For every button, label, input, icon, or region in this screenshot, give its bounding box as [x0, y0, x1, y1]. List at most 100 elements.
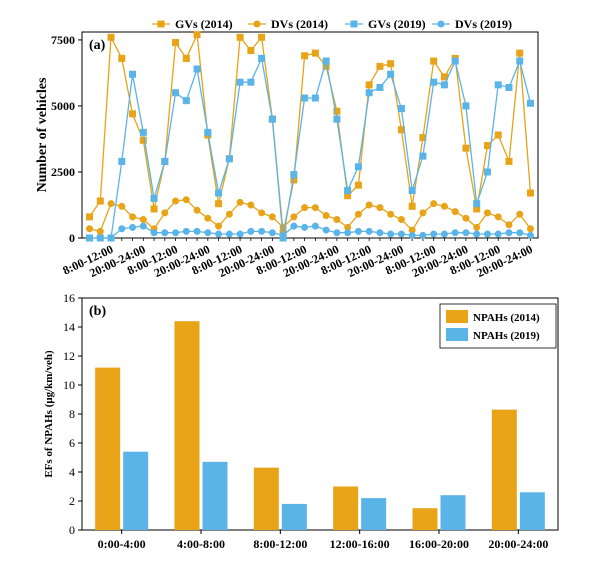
- legend-label: GVs (2019): [368, 17, 426, 31]
- y-tick-label: 0: [69, 231, 75, 245]
- data-point: [258, 209, 266, 217]
- data-point: [225, 230, 233, 238]
- data-point: [204, 229, 212, 237]
- data-point: [526, 231, 534, 239]
- data-point: [172, 229, 180, 237]
- data-point: [516, 57, 524, 65]
- data-point: [408, 231, 416, 239]
- legend-swatch: [446, 328, 468, 341]
- data-point: [258, 54, 266, 62]
- data-point: [505, 83, 513, 91]
- data-point: [397, 230, 405, 238]
- series-line: [88, 32, 532, 233]
- data-point: [473, 230, 481, 238]
- bar: [412, 508, 438, 530]
- data-point: [516, 49, 524, 57]
- bar: [281, 503, 307, 530]
- data-point: [247, 201, 255, 209]
- data-point: [268, 229, 276, 237]
- data-point: [365, 201, 373, 209]
- data-point: [258, 33, 266, 41]
- data-point: [301, 52, 309, 60]
- data-point: [483, 209, 491, 217]
- data-point: [483, 142, 491, 150]
- y-tick-label: 8: [69, 407, 75, 421]
- data-point: [139, 136, 147, 144]
- data-point: [483, 230, 491, 238]
- data-point: [150, 194, 158, 202]
- data-point: [301, 94, 309, 102]
- legend-swatch: [446, 310, 468, 323]
- data-point: [526, 189, 534, 197]
- data-point: [182, 97, 190, 105]
- data-point: [365, 81, 373, 89]
- legend-label: GVs (2014): [175, 17, 233, 31]
- data-point: [279, 231, 287, 239]
- data-point: [236, 78, 244, 86]
- bar: [253, 467, 279, 530]
- data-point: [236, 230, 244, 238]
- data-point: [505, 229, 513, 237]
- data-point: [139, 222, 147, 230]
- data-point: [215, 189, 223, 197]
- data-point: [215, 230, 223, 238]
- data-point: [161, 157, 169, 165]
- data-point: [387, 60, 395, 68]
- data-point: [397, 105, 405, 113]
- data-point: [354, 163, 362, 171]
- data-point: [301, 223, 309, 231]
- data-point: [247, 227, 255, 235]
- data-point: [462, 214, 470, 222]
- data-point: [118, 202, 126, 210]
- data-point: [344, 186, 352, 194]
- data-point: [419, 231, 427, 239]
- data-point: [408, 186, 416, 194]
- data-point: [193, 65, 201, 73]
- legend-marker: [157, 20, 165, 28]
- data-point: [387, 70, 395, 78]
- y-tick-label: 6: [69, 436, 75, 450]
- y-tick-label: 2: [69, 494, 75, 508]
- data-point: [494, 81, 502, 89]
- y-tick-label: 7500: [51, 33, 75, 47]
- data-point: [182, 54, 190, 62]
- data-point: [172, 197, 180, 205]
- data-point: [526, 99, 534, 107]
- data-point: [290, 213, 298, 221]
- data-point: [354, 181, 362, 189]
- y-axis-label: Number of vehicles: [35, 77, 50, 192]
- bar: [95, 367, 121, 530]
- data-point: [290, 171, 298, 179]
- data-point: [451, 57, 459, 65]
- data-point: [462, 102, 470, 110]
- data-point: [311, 49, 319, 57]
- data-point: [365, 89, 373, 97]
- y-tick-label: 4: [69, 465, 75, 479]
- x-tick-label: 8:00-12:00: [253, 537, 307, 551]
- y-tick-label: 12: [63, 349, 75, 363]
- data-point: [311, 94, 319, 102]
- legend-label: DVs (2019): [455, 17, 512, 31]
- bar: [202, 461, 228, 530]
- data-point: [150, 229, 158, 237]
- panel-label: (b): [89, 304, 106, 319]
- data-point: [118, 54, 126, 62]
- data-point: [129, 223, 137, 231]
- data-point: [440, 202, 448, 210]
- bar: [174, 321, 200, 530]
- data-point: [516, 210, 524, 218]
- data-point: [483, 168, 491, 176]
- y-axis-label: EFs of NPAHs (μg/km/veh): [43, 350, 55, 478]
- legend-marker: [350, 20, 358, 28]
- data-point: [172, 89, 180, 97]
- panel-b-bar-chart: 0 2 4 6 8 10 12 14 16 EFs of NPAHs (μg/km/veh) (b)…: [43, 291, 559, 551]
- data-point: [193, 206, 201, 214]
- data-point: [516, 229, 524, 237]
- data-point: [236, 33, 244, 41]
- plot-frame: [81, 31, 539, 239]
- data-point: [129, 70, 137, 78]
- data-point: [494, 230, 502, 238]
- y-tick-label: 10: [63, 378, 75, 392]
- data-point: [505, 221, 513, 229]
